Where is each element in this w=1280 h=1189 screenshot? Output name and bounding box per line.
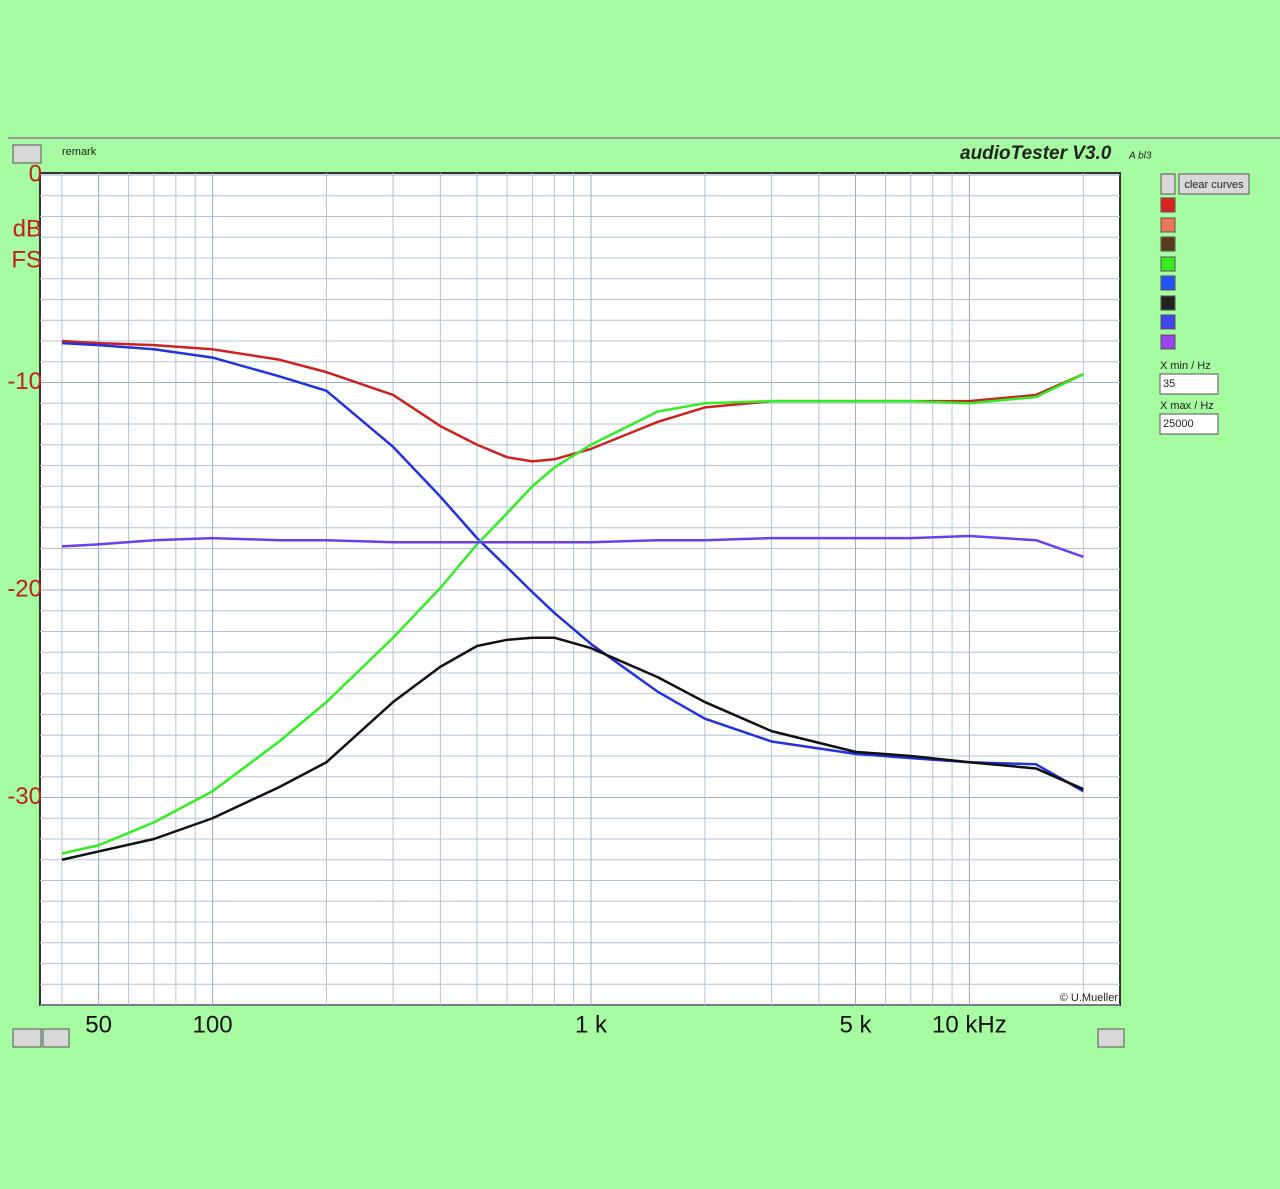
curve-button[interactable]: [1160, 314, 1176, 330]
y-tick-label: -30: [7, 783, 42, 810]
clear-curves-label: clear curves: [1184, 179, 1244, 191]
y-tick-label: -10: [7, 368, 42, 395]
x-tick-label: 10 kHz: [932, 1011, 1007, 1038]
curves: [61, 339, 1084, 861]
scale-button[interactable]: [12, 144, 42, 164]
clear-curves-button[interactable]: [1178, 173, 1250, 195]
copyright: © U.Mueller: [1060, 992, 1119, 1004]
xmin-input[interactable]: [1159, 373, 1219, 395]
scroll-button[interactable]: [1097, 1028, 1125, 1048]
xmin-value: 35: [1163, 378, 1175, 390]
y-tick-label: 0: [29, 160, 42, 187]
xmax-value: 25000: [1163, 418, 1194, 430]
y-axis-label: FS: [11, 246, 42, 273]
xmin-label: X min / Hz: [1160, 360, 1211, 372]
scale-button[interactable]: [12, 1028, 42, 1048]
x-tick-label: 5 k: [839, 1011, 872, 1038]
curve: [61, 341, 1084, 793]
curve-button[interactable]: [1160, 197, 1176, 213]
y-axis-label: dB: [13, 215, 42, 242]
curve: [61, 373, 1084, 855]
curve: [61, 636, 1084, 861]
grid: [40, 173, 1120, 1006]
app-build: A bl3: [1128, 151, 1152, 162]
xmax-label: X max / Hz: [1160, 400, 1214, 412]
y-tick-label: -20: [7, 575, 42, 602]
scroll-button[interactable]: [1160, 173, 1176, 195]
remark-label: remark: [62, 146, 97, 158]
labels: 0 -10 -20 -30 dB FS 50 100 1 k 5 k 10 kHz: [7, 160, 1006, 1038]
scroll-button[interactable]: [42, 1028, 70, 1048]
x-tick-label: 50: [85, 1011, 112, 1038]
x-tick-label: 100: [193, 1011, 233, 1038]
curve-button[interactable]: [1160, 295, 1176, 311]
curve-button[interactable]: [1160, 236, 1176, 252]
curve-button[interactable]: [1160, 275, 1176, 291]
curve: [61, 534, 1084, 558]
xmax-input[interactable]: [1159, 413, 1219, 435]
x-tick-label: 1 k: [575, 1011, 608, 1038]
app-name: audioTester V3.0: [960, 143, 1112, 164]
curve-button[interactable]: [1160, 334, 1176, 350]
curve-button[interactable]: [1160, 256, 1176, 272]
curve-button[interactable]: [1160, 217, 1176, 233]
curve-buttons: [1160, 197, 1176, 350]
